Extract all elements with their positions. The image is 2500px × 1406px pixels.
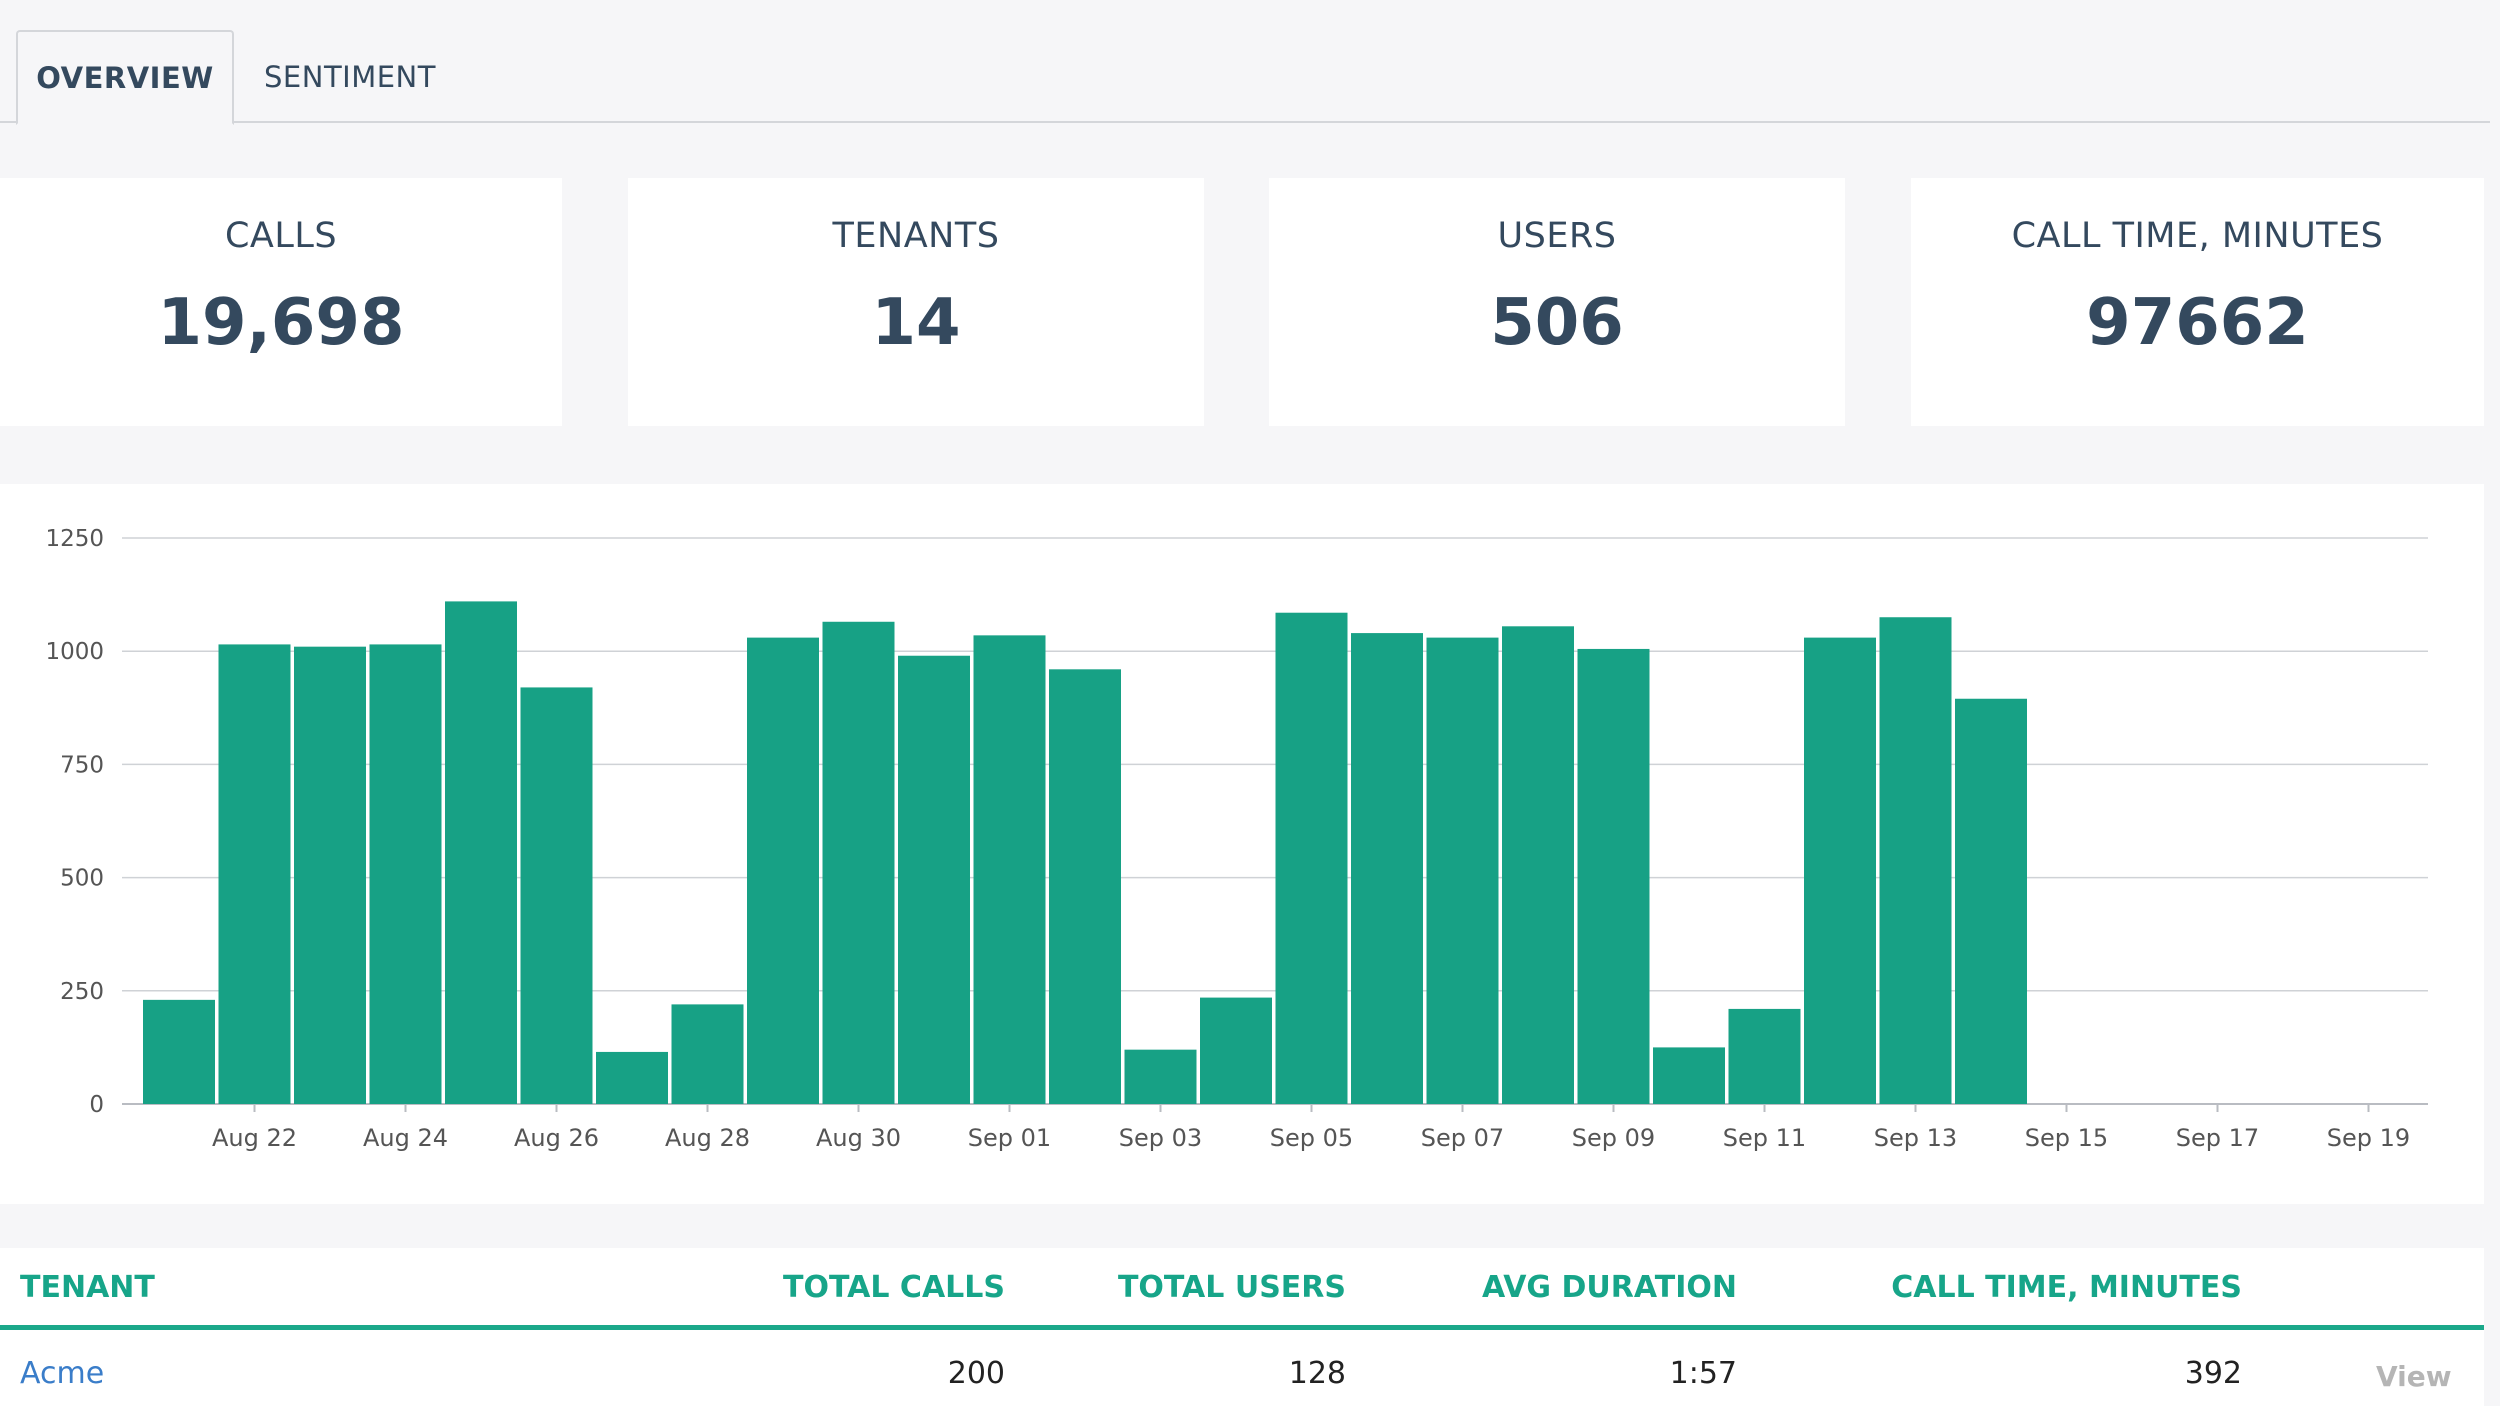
x-tick-label: Aug 28 (665, 1124, 750, 1152)
tab-bar: OVERVIEW SENTIMENT (0, 0, 2490, 125)
bar[interactable] (520, 687, 593, 1104)
tab-overview[interactable]: OVERVIEW (16, 30, 234, 125)
stat-label: USERS (1497, 216, 1617, 256)
cell-total-calls: 200 (947, 1356, 1005, 1391)
stat-card-call-time: CALL TIME, MINUTES 97662 (1911, 178, 2484, 426)
y-tick-label: 250 (60, 979, 104, 1005)
bar[interactable] (1502, 626, 1574, 1104)
x-tick-label: Aug 24 (363, 1124, 448, 1152)
x-tick-label: Sep 01 (968, 1124, 1051, 1152)
calls-bar-chart: 0 250 500 750 1000 1250 Aug 22 Aug 24 Aug 26 Aug … (45, 526, 2428, 1152)
bar[interactable] (369, 644, 442, 1104)
bar[interactable] (671, 1004, 744, 1104)
x-tick-label: Aug 22 (212, 1124, 297, 1152)
bar[interactable] (747, 637, 819, 1104)
header-total-calls[interactable]: TOTAL CALLS (783, 1270, 1005, 1305)
calls-chart-panel: 0 250 500 750 1000 1250 Aug 22 Aug 24 Aug 26 Aug … (0, 484, 2484, 1204)
stat-value: 14 (871, 286, 961, 360)
stat-card-users: USERS 506 (1269, 178, 1845, 426)
y-tick-label: 500 (60, 866, 104, 892)
stat-label: CALL TIME, MINUTES (2011, 216, 2384, 256)
x-tick-label: Sep 03 (1119, 1124, 1202, 1152)
bar[interactable] (1426, 637, 1499, 1104)
stat-value: 19,698 (157, 286, 405, 360)
stat-label: CALLS (224, 216, 338, 256)
x-tick-label: Sep 13 (1874, 1124, 1957, 1152)
stat-value: 97662 (2086, 286, 2309, 360)
bar[interactable] (1275, 612, 1348, 1104)
x-tick-label: Sep 15 (2025, 1124, 2108, 1152)
y-tick-label: 0 (89, 1092, 104, 1118)
stat-value: 506 (1490, 286, 1624, 360)
bar[interactable] (1124, 1049, 1197, 1104)
header-call-time[interactable]: CALL TIME, MINUTES (1891, 1270, 2242, 1305)
bar[interactable] (1804, 637, 1876, 1104)
x-tick-label: Sep 11 (1723, 1124, 1806, 1152)
bar[interactable] (1728, 1008, 1801, 1104)
stat-card-calls: CALLS 19,698 (0, 178, 562, 426)
bar[interactable] (1653, 1047, 1725, 1104)
table-header: TENANT TOTAL CALLS TOTAL USERS AVG DURAT… (0, 1248, 2484, 1330)
bar[interactable] (1577, 648, 1650, 1104)
bar[interactable] (143, 999, 215, 1104)
bar[interactable] (1200, 997, 1272, 1104)
bar[interactable] (898, 655, 970, 1104)
header-avg-duration[interactable]: AVG DURATION (1482, 1270, 1737, 1305)
stat-label: TENANTS (832, 216, 1000, 256)
x-tick-label: Sep 09 (1572, 1124, 1655, 1152)
y-tick-label: 1000 (45, 639, 104, 665)
x-tick-label: Sep 19 (2327, 1124, 2410, 1152)
cell-avg-duration: 1:57 (1669, 1356, 1737, 1391)
bar[interactable] (1955, 698, 2027, 1104)
tenant-link[interactable]: Acme (20, 1356, 105, 1391)
stat-card-tenants: TENANTS 14 (628, 178, 1204, 426)
tab-sentiment[interactable]: SENTIMENT (264, 59, 436, 94)
cell-total-users: 128 (1288, 1356, 1346, 1391)
view-button[interactable]: View (2376, 1360, 2452, 1393)
bar[interactable] (1351, 633, 1423, 1104)
x-tick-label: Sep 05 (1270, 1124, 1353, 1152)
bar[interactable] (822, 621, 895, 1104)
x-tick-label: Sep 07 (1421, 1124, 1504, 1152)
tenant-table: TENANT TOTAL CALLS TOTAL USERS AVG DURAT… (0, 1248, 2484, 1406)
bar[interactable] (973, 635, 1046, 1104)
bar[interactable] (1049, 669, 1121, 1104)
x-tick-label: Aug 26 (514, 1124, 599, 1152)
x-tick-label: Aug 30 (816, 1124, 901, 1152)
x-tick-label: Sep 17 (2176, 1124, 2259, 1152)
bar[interactable] (294, 646, 366, 1104)
bar[interactable] (445, 601, 517, 1104)
cell-call-time: 392 (2184, 1356, 2242, 1391)
bar[interactable] (218, 644, 291, 1104)
bar[interactable] (596, 1051, 668, 1104)
header-total-users[interactable]: TOTAL USERS (1117, 1270, 1346, 1305)
header-tenant[interactable]: TENANT (20, 1270, 155, 1305)
y-tick-label: 1250 (45, 526, 104, 552)
y-tick-label: 750 (60, 752, 104, 778)
bar[interactable] (1879, 617, 1952, 1104)
